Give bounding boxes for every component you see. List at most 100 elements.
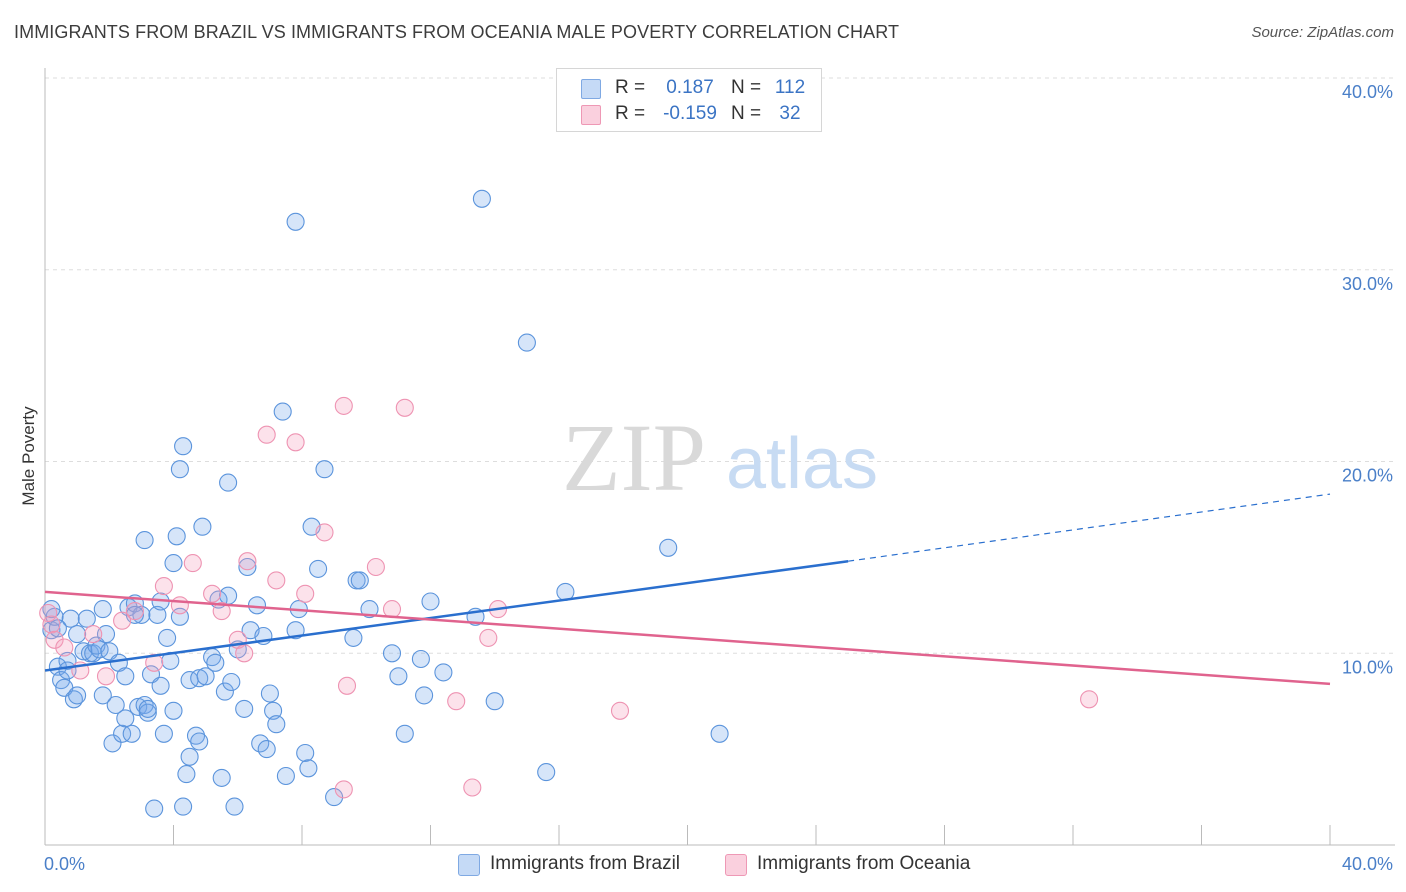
- brazil-point: [276, 766, 295, 786]
- brazil-point: [260, 684, 279, 703]
- oceania-point: [84, 625, 103, 644]
- brazil-point: [238, 557, 257, 577]
- brazil-point: [61, 609, 80, 628]
- brazil-point: [215, 682, 234, 701]
- legend-r-label: R =: [615, 77, 646, 98]
- oceania-point: [1080, 690, 1099, 709]
- oceania-point: [337, 676, 357, 695]
- brazil-point: [116, 667, 135, 686]
- brazil-point: [138, 699, 157, 718]
- legend-n-label: N =: [731, 77, 762, 98]
- watermark-atlas: atlas: [726, 424, 878, 504]
- brazil-point: [68, 686, 87, 705]
- oceania-point: [315, 523, 334, 542]
- brazil-point: [247, 596, 267, 615]
- brazil-point: [164, 554, 183, 573]
- brazil-point: [517, 333, 536, 352]
- watermark-zip: ZIP: [562, 404, 706, 511]
- brazil-point: [113, 724, 132, 743]
- brazil-point: [96, 625, 116, 644]
- brazil-point: [344, 628, 363, 647]
- brazil-point: [164, 701, 183, 720]
- legend-n-label: N =: [731, 103, 762, 124]
- legend-r-label: R =: [615, 103, 646, 124]
- trend-lines: [44, 493, 1331, 686]
- oceania-point: [286, 433, 305, 452]
- series-label-oceania: Immigrants from Oceania: [757, 853, 971, 874]
- series-label-brazil: Immigrants from Brazil: [490, 853, 681, 874]
- y-axis-label: Male Poverty: [19, 406, 38, 506]
- series-swatch-brazil: [458, 854, 480, 876]
- brazil-point: [158, 628, 177, 647]
- oceania-point: [39, 603, 58, 623]
- brazil-point: [286, 621, 305, 640]
- brazil-point: [395, 724, 414, 743]
- brazil-trend-line: [44, 559, 849, 672]
- y-tick-label: 40.0%: [1342, 82, 1393, 102]
- y-tick-label: 10.0%: [1342, 657, 1393, 677]
- brazil-point: [190, 669, 209, 688]
- series-legend: Immigrants from Brazil Immigrants from O…: [0, 850, 1406, 880]
- brazil-point: [190, 732, 209, 751]
- brazil-point: [116, 709, 135, 728]
- oceania-point: [447, 692, 466, 711]
- brazil-point: [415, 686, 434, 705]
- brazil-point: [325, 788, 344, 807]
- brazil-point: [421, 592, 440, 611]
- brazil-point: [485, 692, 504, 711]
- brazil-point: [659, 538, 678, 557]
- oceania-point: [212, 602, 231, 621]
- oceania-point: [170, 596, 189, 615]
- x-tick-label: 40.0%: [1342, 854, 1393, 874]
- legend-n-value: 32: [779, 103, 801, 124]
- oceania-point: [395, 398, 414, 417]
- correlation-legend: R = 0.187 N = 112 R = -0.159 N = 32: [556, 68, 822, 132]
- brazil-point: [193, 517, 212, 536]
- brazil-point: [382, 644, 402, 663]
- brazil-point: [42, 621, 61, 640]
- brazil-point: [106, 695, 125, 715]
- brazil-point: [257, 740, 276, 759]
- oceania-point: [382, 600, 402, 619]
- brazil-point: [273, 402, 292, 421]
- oceania-point: [238, 552, 257, 571]
- y-tick-label: 20.0%: [1342, 466, 1393, 486]
- brazil-point: [212, 768, 231, 787]
- brazil-point: [77, 609, 96, 628]
- data-points: [39, 189, 1099, 818]
- brazil-point: [206, 653, 225, 672]
- oceania-point: [235, 644, 254, 663]
- brazil-point: [219, 586, 238, 605]
- oceania-point: [113, 611, 132, 630]
- oceania-point: [334, 780, 353, 799]
- y-tick-label: 30.0%: [1342, 274, 1393, 294]
- oceania-point: [257, 425, 276, 444]
- oceania-point: [96, 667, 116, 686]
- oceania-point: [267, 571, 286, 590]
- brazil-point: [411, 649, 430, 669]
- brazil-point: [148, 605, 167, 624]
- brazil-point: [267, 715, 286, 734]
- brazil-point: [299, 759, 318, 778]
- brazil-point: [180, 747, 199, 766]
- brazil-point: [68, 625, 87, 644]
- brazil-point: [58, 651, 77, 670]
- legend-swatch-oceania: [581, 105, 601, 125]
- brazil-point: [710, 724, 729, 743]
- brazil-trend-extension: [848, 493, 1331, 562]
- brazil-point: [219, 473, 238, 492]
- brazil-point: [235, 699, 254, 718]
- brazil-point: [196, 667, 215, 686]
- series-swatch-oceania: [725, 854, 747, 876]
- brazil-point: [151, 676, 170, 695]
- oceania-point: [145, 653, 164, 672]
- brazil-point: [472, 189, 491, 208]
- brazil-point: [170, 460, 189, 479]
- brazil-point: [154, 724, 173, 743]
- brazil-point: [350, 571, 369, 590]
- brazil-point: [122, 724, 141, 743]
- oceania-point: [183, 554, 202, 573]
- oceania-point: [45, 630, 64, 649]
- oceania-point: [125, 602, 144, 621]
